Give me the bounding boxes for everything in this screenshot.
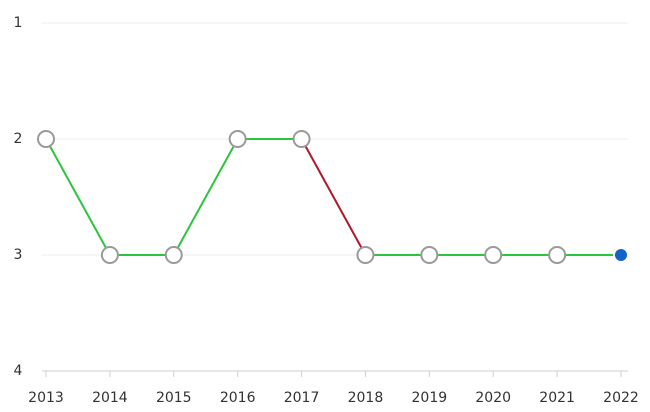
x-tick-label: 2016 xyxy=(220,390,256,406)
highlight-point xyxy=(613,247,629,263)
y-tick-label: 4 xyxy=(14,363,23,379)
point xyxy=(292,130,311,148)
point xyxy=(484,246,503,264)
x-tick-label: 2017 xyxy=(284,390,320,406)
x-tick-label: 2013 xyxy=(28,390,64,406)
x-tick-label: 2022 xyxy=(603,390,639,406)
point xyxy=(356,246,375,264)
x-tick-label: 2020 xyxy=(475,390,511,406)
x-tick-label: 2015 xyxy=(156,390,192,406)
point xyxy=(37,130,55,148)
y-tick-label: 2 xyxy=(14,131,23,147)
y-tick-label: 1 xyxy=(14,15,23,31)
point xyxy=(420,246,439,264)
x-tick-label: 2021 xyxy=(539,390,575,406)
point xyxy=(100,246,119,264)
point xyxy=(548,246,567,264)
y-tick-label: 3 xyxy=(14,247,23,263)
line-segment xyxy=(45,138,111,256)
x-tick-label: 2019 xyxy=(412,390,448,406)
point xyxy=(228,130,247,148)
line-segment xyxy=(172,138,239,256)
x-tick-label: 2018 xyxy=(348,390,384,406)
point xyxy=(164,246,183,264)
x-tick-label: 2014 xyxy=(92,390,128,406)
line-segment xyxy=(300,138,367,256)
